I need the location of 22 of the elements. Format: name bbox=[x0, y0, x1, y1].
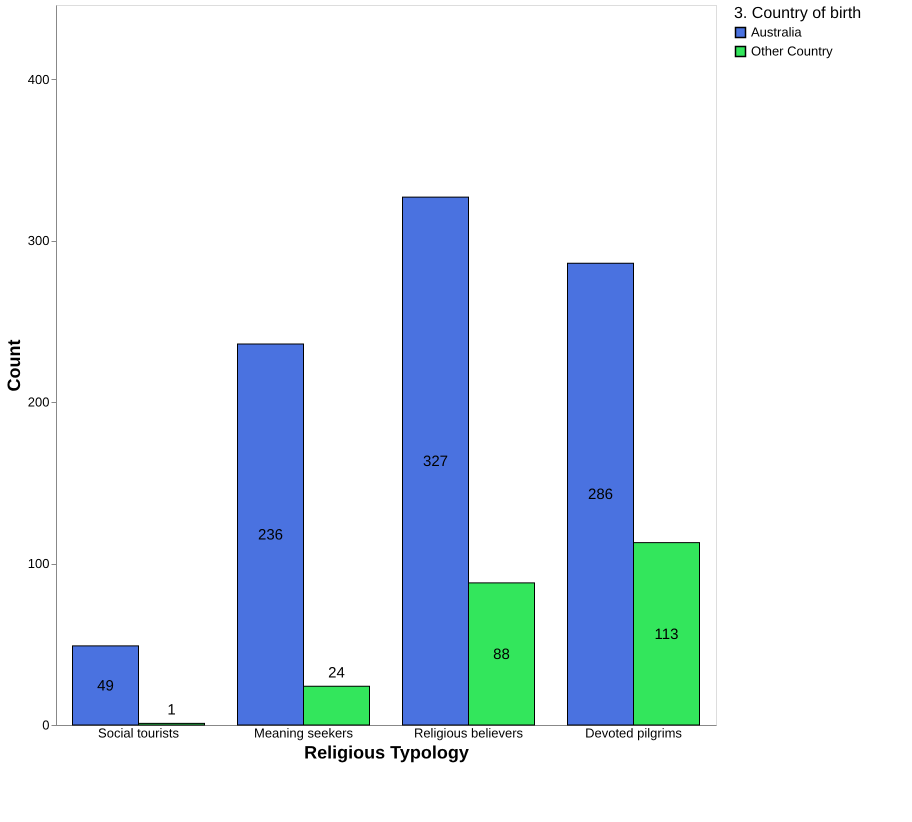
data-label: 88 bbox=[493, 646, 510, 663]
x-tick-label: Social tourists bbox=[98, 726, 180, 740]
data-label: 236 bbox=[258, 526, 284, 544]
y-axis-title: Count bbox=[4, 340, 24, 392]
data-label: 113 bbox=[654, 626, 678, 643]
legend-title: 3. Country of birth bbox=[734, 5, 862, 22]
data-label: 286 bbox=[588, 486, 614, 504]
data-label: 1 bbox=[167, 701, 176, 718]
y-tick-label: 200 bbox=[28, 394, 50, 410]
x-tick-label: Devoted pilgrims bbox=[585, 726, 682, 740]
y-tick-label: 400 bbox=[28, 72, 50, 87]
data-label: 327 bbox=[422, 453, 448, 470]
legend-label: Australia bbox=[751, 24, 802, 40]
y-tick-label: 0 bbox=[42, 718, 50, 732]
data-label: 24 bbox=[328, 664, 345, 682]
data-label: 49 bbox=[97, 677, 114, 694]
x-axis-title: Religious Typology bbox=[304, 742, 469, 762]
y-tick-label: 300 bbox=[28, 233, 50, 248]
x-tick-label: Meaning seekers bbox=[254, 726, 354, 740]
x-tick-label: Religious believers bbox=[414, 726, 524, 740]
y-tick-label: 100 bbox=[28, 556, 50, 572]
legend-label: Other Country bbox=[751, 44, 834, 58]
